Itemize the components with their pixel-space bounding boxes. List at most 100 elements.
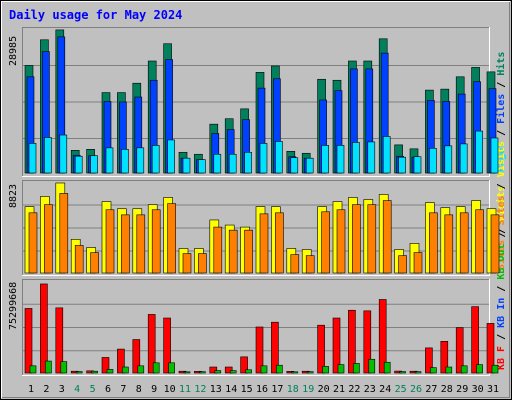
legend-item: / — [496, 280, 507, 298]
pages-bar — [429, 148, 437, 174]
day-label: 4 — [74, 384, 80, 395]
pages-bar — [490, 137, 499, 174]
sites-bar — [74, 245, 84, 274]
kb-f-bar — [209, 366, 218, 374]
kb-f-bar — [40, 283, 48, 374]
kb-out-bar — [276, 364, 283, 374]
sites-bar — [213, 226, 223, 274]
pages-bar — [290, 157, 299, 174]
pages-bar — [336, 145, 345, 174]
kb-f-bar — [132, 339, 141, 374]
sites-bar — [151, 209, 161, 274]
sites-bar — [259, 213, 269, 274]
day-label: 6 — [105, 384, 111, 395]
kb-f-bar — [147, 314, 156, 374]
day-label: 8 — [136, 384, 142, 395]
kb-out-bar — [260, 365, 268, 374]
kb-out-bar — [60, 361, 68, 374]
sites-bar — [136, 214, 146, 274]
pages-bar — [90, 155, 98, 174]
sites-bar — [398, 255, 407, 274]
kb-f-bar — [332, 317, 341, 374]
legend-item: / — [496, 222, 507, 240]
kb-f-bar — [440, 341, 449, 374]
pages-bar — [382, 136, 391, 174]
pages-bar — [321, 145, 329, 174]
pages-bar — [59, 134, 68, 174]
kb-out-bar — [199, 371, 206, 374]
kb-out-bar — [306, 371, 314, 374]
day-label: 15 — [241, 384, 253, 395]
day-label: 2 — [43, 384, 49, 395]
sites-bar — [459, 212, 469, 274]
sites-bar — [305, 255, 315, 274]
legend-item: Pages — [496, 142, 507, 172]
legend-item: / — [496, 177, 507, 195]
day-label: 1 — [28, 384, 34, 395]
day-label: 5 — [90, 384, 96, 395]
kb-f-bar — [117, 348, 125, 374]
pages-bar — [367, 141, 376, 174]
sites-bar — [167, 203, 176, 274]
pages-bar — [459, 143, 468, 174]
legend-item: Files — [495, 94, 507, 124]
kb-out-bar — [29, 365, 37, 374]
sites-bar — [198, 253, 207, 274]
pages-bar — [182, 157, 191, 174]
kb-f-bar — [24, 308, 33, 374]
legend-item: KB F — [496, 346, 507, 370]
sites-bar — [121, 214, 130, 274]
day-label: 31 — [487, 384, 499, 395]
kb-out-bar — [137, 365, 145, 374]
kb-out-bar — [245, 369, 252, 374]
sites-bar — [228, 229, 238, 274]
pages-bar — [136, 147, 145, 174]
panel1-max-label: 28985 — [8, 36, 19, 66]
kb-out-bar — [322, 366, 329, 374]
pages-bar — [352, 142, 360, 174]
sites-bar — [321, 211, 330, 274]
sites-bar — [475, 209, 484, 274]
kb-f-bar — [240, 356, 248, 374]
sites-bar — [336, 209, 346, 274]
sites-bar — [244, 229, 253, 274]
kb-out-bar — [368, 358, 376, 374]
kb-out-bar — [214, 370, 222, 374]
pages-bar — [275, 141, 283, 174]
day-label: 3 — [59, 384, 65, 395]
pages-bar — [74, 155, 83, 174]
kb-out-bar — [430, 367, 437, 374]
day-label: 29 — [456, 384, 468, 395]
day-label: 9 — [151, 384, 157, 395]
sites-bar — [44, 204, 53, 274]
pages-bar — [28, 143, 37, 174]
day-label: 23 — [364, 384, 376, 395]
legend-item: / — [496, 76, 507, 94]
legend-item: Visits — [495, 186, 507, 222]
kb-out-bar — [45, 360, 52, 374]
day-label: 26 — [410, 384, 422, 395]
kb-out-bar — [152, 362, 160, 374]
kb-f-bar — [363, 310, 372, 374]
legend-text: Pages / Files / Hits — [495, 52, 507, 172]
kb-f-bar — [224, 366, 233, 374]
day-label: 28 — [441, 384, 453, 395]
sites-bar — [413, 252, 423, 274]
day-label: 18 — [287, 384, 299, 395]
legend-item: Hits — [495, 52, 507, 76]
pages-bar — [398, 156, 406, 174]
sites-bar — [382, 200, 392, 274]
panel3-max-label: 75299668 — [8, 282, 19, 330]
pages-bar — [105, 147, 114, 174]
pages-bar — [305, 157, 314, 174]
legend-item: / — [496, 124, 507, 142]
kb-f-bar — [255, 326, 264, 374]
kb-out-bar — [414, 371, 422, 374]
kb-f-bar — [378, 299, 387, 374]
day-label: 16 — [256, 384, 268, 395]
day-label: 19 — [302, 384, 314, 395]
pages-bar — [213, 153, 222, 174]
day-label: 14 — [225, 384, 237, 395]
